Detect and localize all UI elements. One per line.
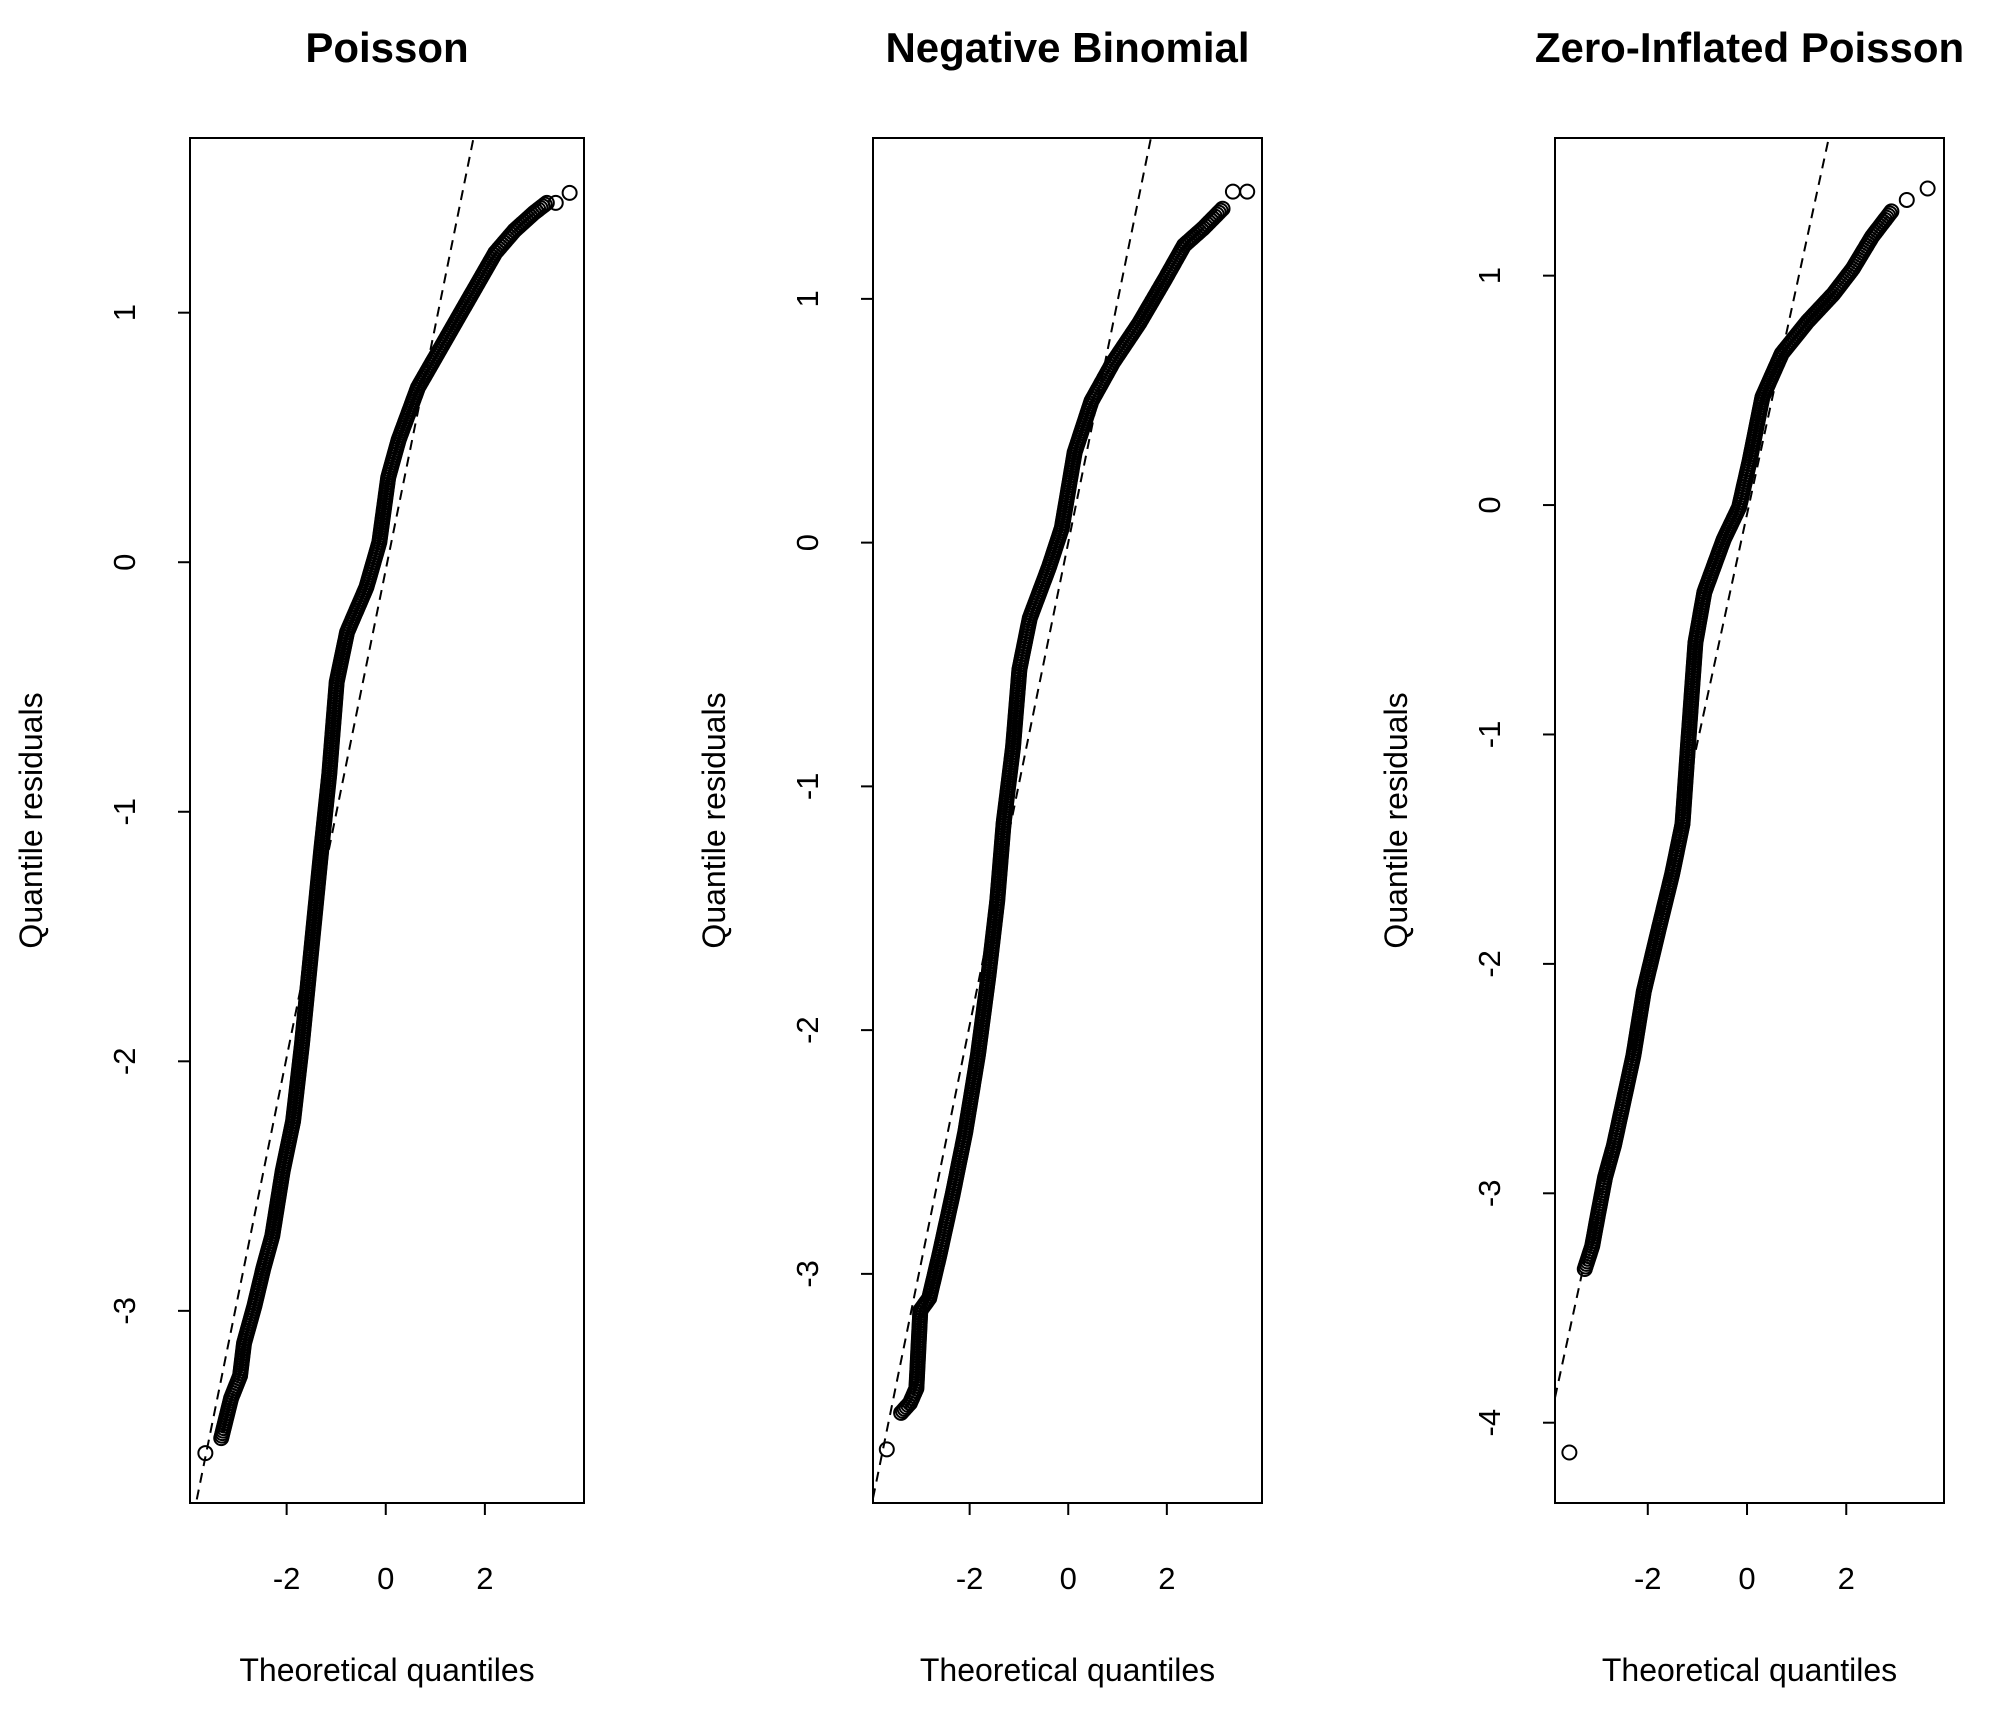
y-tick-label: 1 [107,304,142,321]
panel-title: Zero-Inflated Poisson [1535,24,1964,71]
x-tick-label: 0 [1738,1561,1755,1596]
y-tick-label: -1 [1472,721,1507,749]
y-tick-label: -3 [1472,1180,1507,1208]
data-point [1224,183,1241,200]
x-axis-label: Theoretical quantiles [1602,1652,1897,1688]
x-tick-label: 0 [377,1561,394,1596]
points [878,183,1256,1458]
x-tick-label: -2 [956,1561,984,1596]
y-tick-label: 1 [1472,267,1507,284]
y-tick-label: -2 [107,1048,142,1076]
data-point [1881,205,1898,222]
x-tick-label: 2 [1158,1561,1175,1596]
y-tick-label: -3 [107,1297,142,1325]
panel-title: Poisson [305,24,468,71]
x-axis-label: Theoretical quantiles [239,1652,534,1688]
y-tick-label: 0 [790,534,825,551]
data-point [1880,207,1897,224]
y-axis-label: Quantile residuals [13,692,49,948]
y-tick-label: -2 [1472,950,1507,978]
y-tick-label: -1 [790,773,825,801]
points [197,184,578,1462]
data-point [561,184,578,201]
y-tick-label: -4 [1472,1409,1507,1437]
data-point [1212,202,1229,219]
y-tick-label: -1 [107,798,142,826]
plot-frame [189,137,585,1504]
panel-1: Poisson -2 0 2 -3 -2 -1 0 1 Theoretical quantiles… [13,24,585,1688]
y-tick-label: 0 [107,554,142,571]
y-axis-label: Quantile residuals [696,692,732,948]
data-point [1561,1444,1578,1461]
x-tick-label: 0 [1060,1561,1077,1596]
x-tick-label: 2 [476,1561,493,1596]
y-axis-label: Quantile residuals [1378,692,1414,948]
x-tick-label: 2 [1838,1561,1855,1596]
x-tick-label: -2 [1634,1561,1662,1596]
panel-title: Negative Binomial [885,24,1249,71]
data-point [536,196,553,213]
reference-line [195,138,475,1503]
plot-frame [1554,137,1945,1504]
data-point [1919,180,1936,197]
data-point [1898,191,1915,208]
y-tick-label: -2 [790,1016,825,1044]
data-point [1210,204,1227,221]
points [1561,180,1936,1461]
data-point [1214,200,1231,217]
data-point [547,194,564,211]
data-point [1883,203,1900,220]
panel-3: Zero-Inflated Poisson -2 0 2 -4 -3 -2 -1 0 1 Theor… [1378,24,1964,1688]
x-axis-label: Theoretical quantiles [920,1652,1215,1688]
y-tick-label: 1 [790,290,825,307]
panel-2: Negative Binomial -2 0 2 -3 -2 -1 0 1 Theoretical… [696,24,1263,1688]
y-tick-label: 0 [1472,496,1507,513]
x-tick-label: -2 [273,1561,301,1596]
data-point [1208,206,1225,223]
y-tick-label: -3 [790,1260,825,1288]
reference-line [873,138,1152,1499]
data-point [538,194,555,211]
data-point [878,1441,895,1458]
data-point [197,1445,214,1462]
data-point [1239,183,1256,200]
